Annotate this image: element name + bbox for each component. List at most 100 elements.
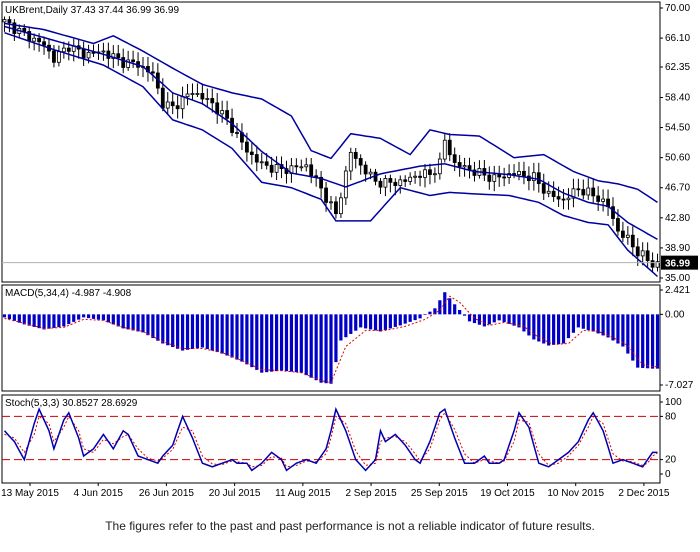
macd-histogram-bar: [62, 314, 66, 327]
candle-body: [225, 110, 230, 119]
macd-histogram-bar: [299, 314, 303, 373]
macd-tick-label: 0.00: [665, 309, 685, 320]
price-tick-label: 35.00: [665, 273, 690, 284]
macd-histogram-bar: [126, 314, 130, 330]
candle-body: [304, 164, 309, 168]
candle-body: [586, 187, 591, 196]
macd-histogram-bar: [650, 314, 655, 369]
macd-histogram-bar: [423, 314, 427, 316]
macd-histogram-bar: [176, 314, 180, 349]
bollinger-upper-band: [4, 22, 658, 204]
candle-body: [185, 93, 190, 98]
macd-histogram-bar: [42, 314, 46, 330]
candle-body: [437, 158, 442, 175]
bollinger-lower-band: [4, 31, 659, 278]
macd-histogram-bar: [398, 314, 402, 326]
macd-tick-label: 2.421: [665, 285, 690, 296]
candle-body: [393, 181, 398, 186]
candle-body: [42, 41, 46, 46]
candle-body: [408, 176, 413, 182]
macd-histogram-bar: [255, 314, 259, 370]
macd-histogram-bar: [532, 314, 536, 340]
macd-histogram-bar: [200, 314, 204, 348]
macd-histogram-bar: [433, 308, 437, 315]
price-tick-label: 58.40: [665, 92, 690, 103]
price-tick-label: 54.50: [665, 123, 690, 134]
stoch-main-line: [3, 406, 658, 472]
candle-body: [195, 92, 200, 95]
macd-histogram-bar: [428, 311, 432, 315]
candle-body: [423, 169, 427, 178]
macd-histogram-bar: [57, 314, 61, 328]
candle-body: [66, 47, 71, 52]
candle-body: [91, 51, 96, 54]
candle-body: [56, 51, 61, 63]
macd-histogram-bar: [116, 314, 120, 327]
candle-body: [269, 164, 274, 173]
macd-histogram-bar: [67, 314, 71, 325]
macd-histogram-bar: [185, 314, 190, 350]
candle-body: [512, 173, 516, 176]
candle-body: [86, 51, 91, 59]
macd-histogram-bar: [586, 314, 590, 331]
macd-histogram-bar: [383, 314, 388, 330]
macd-histogram-bar: [131, 314, 135, 331]
price-tick-label: 66.10: [665, 33, 690, 44]
macd-histogram-bar: [646, 314, 650, 369]
candle-body: [160, 87, 165, 109]
macd-panel-header: MACD(5,34,4) -4.987 -4.908: [5, 288, 132, 299]
macd-histogram-bar: [161, 314, 165, 344]
macd-histogram-bar: [166, 314, 170, 346]
macd-histogram-bar: [96, 314, 101, 320]
candle-body: [244, 141, 249, 153]
stoch-tick-label: 20: [665, 455, 677, 466]
macd-histogram-bar: [482, 314, 486, 327]
macd-histogram-bar: [304, 314, 308, 376]
candle-body: [497, 174, 502, 178]
macd-histogram-bar: [245, 314, 249, 365]
macd-histogram-bar: [47, 314, 51, 329]
stoch-tick-label: 0: [665, 469, 671, 480]
macd-histogram-bar: [359, 314, 363, 328]
macd-histogram-bar: [561, 314, 566, 344]
macd-histogram-bar: [136, 314, 140, 332]
candle-body: [126, 59, 131, 68]
candle-body: [254, 154, 259, 163]
candle-body: [175, 105, 180, 110]
macd-histogram-bar: [230, 314, 234, 358]
macd-histogram-bar: [294, 314, 298, 373]
candle-body: [111, 53, 116, 59]
candle-body: [249, 151, 254, 155]
price-tick-label: 38.90: [665, 243, 690, 254]
macd-histogram-bar: [156, 314, 160, 341]
bollinger-middle-band: [4, 25, 658, 241]
macd-histogram-bar: [265, 314, 269, 373]
macd-histogram-bar: [458, 309, 462, 315]
macd-histogram-bar: [388, 314, 392, 329]
candle-body: [556, 196, 561, 200]
candle-body: [635, 246, 640, 257]
macd-histogram-bar: [17, 314, 21, 323]
macd-histogram-bar: [467, 314, 472, 322]
x-tick-label: 13 May 2015: [1, 488, 59, 499]
candle-body: [210, 98, 215, 104]
candle-body: [571, 188, 576, 199]
macd-histogram-bar: [215, 314, 219, 353]
candle-body: [343, 170, 348, 199]
candle-body: [7, 19, 12, 24]
macd-histogram-bar: [448, 298, 452, 315]
candle-body: [61, 47, 66, 53]
candle-body: [601, 198, 606, 202]
candle-body: [274, 164, 279, 173]
macd-histogram-bar: [121, 314, 125, 329]
macd-histogram-bar: [606, 314, 610, 338]
macd-histogram-bar: [438, 300, 442, 315]
price-tick-label: 62.35: [665, 62, 690, 73]
macd-histogram-bar: [250, 314, 254, 368]
stoch-panel-header: Stoch(5,3,3) 30.8527 28.6929: [5, 398, 138, 409]
candle-body: [650, 260, 655, 268]
candle-body: [447, 139, 452, 156]
macd-histogram-bar: [339, 314, 343, 341]
macd-histogram-bar: [2, 314, 7, 318]
candle-body: [487, 174, 492, 182]
